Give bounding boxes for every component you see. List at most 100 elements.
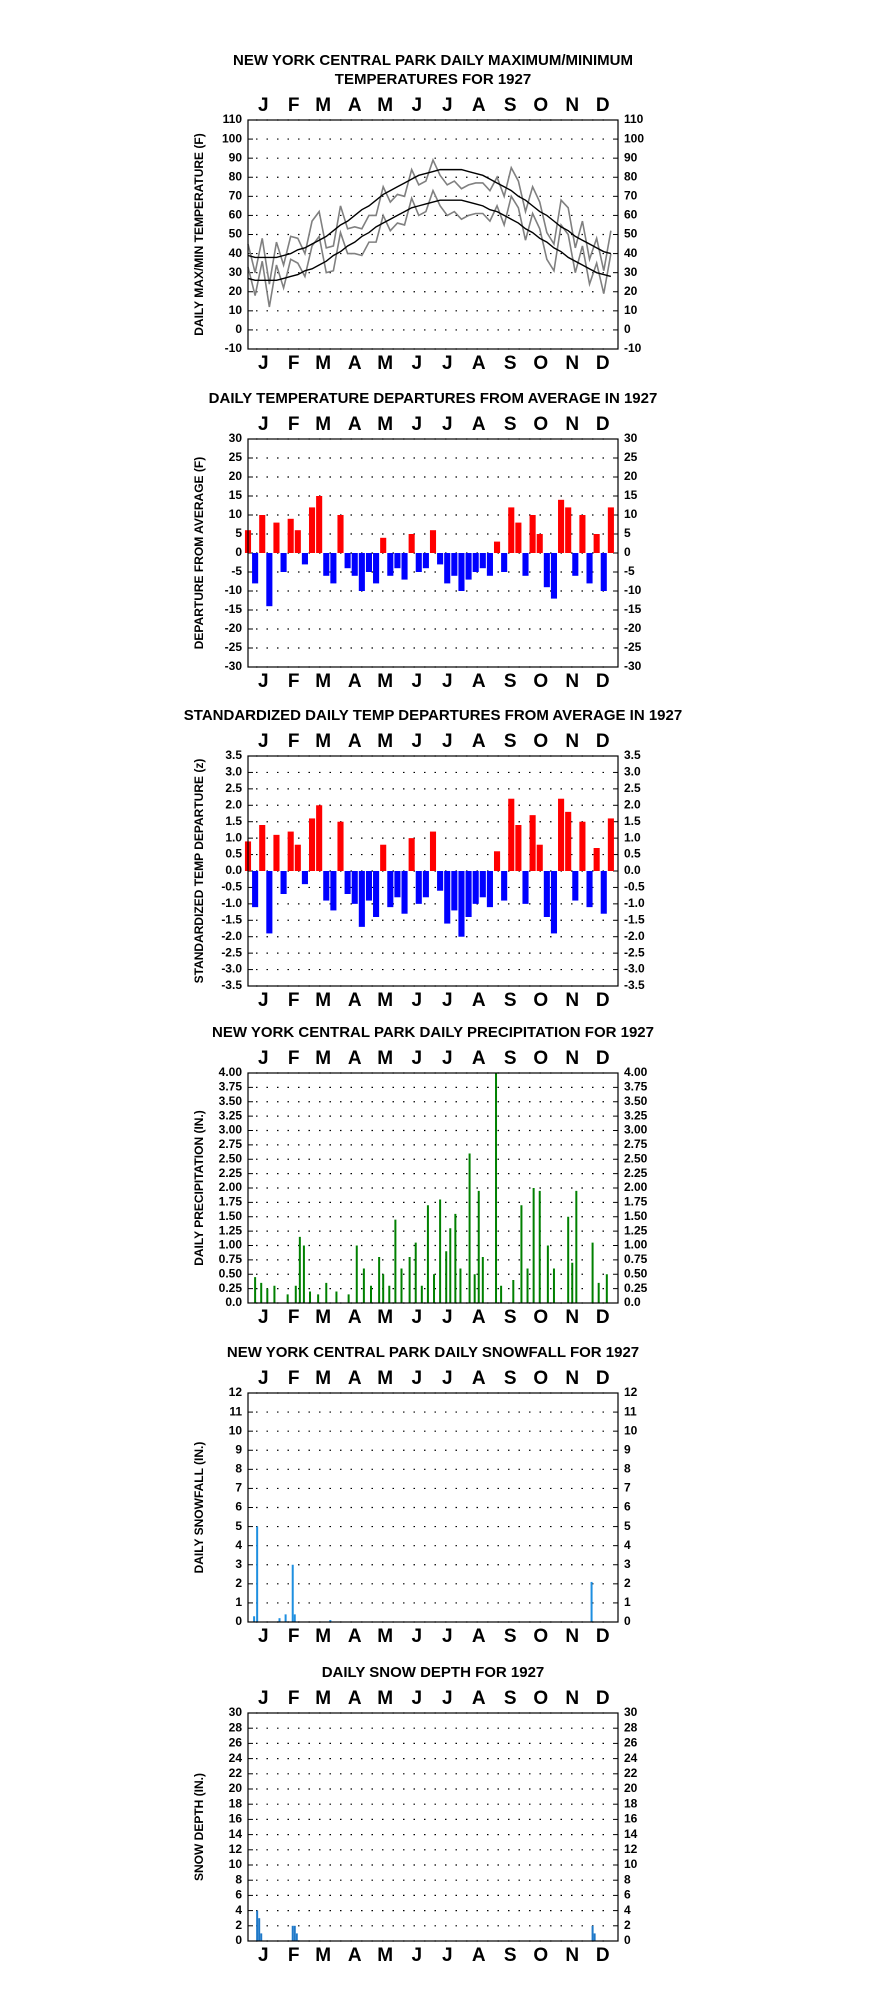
- x-tick-label: N: [565, 1307, 579, 1328]
- bar: [301, 553, 308, 565]
- x-tick-label: D: [596, 95, 610, 116]
- bar: [415, 871, 422, 904]
- y-tick-label: -2.5: [221, 945, 242, 959]
- bar: [260, 1933, 263, 1941]
- chart-title: STANDARDIZED DAILY TEMP DEPARTURES FROM …: [184, 707, 682, 724]
- bar: [422, 871, 429, 898]
- bar: [325, 1282, 328, 1303]
- y-tick-label: 25: [229, 450, 243, 464]
- bar: [536, 534, 543, 553]
- y-tick-label: 5: [235, 1519, 242, 1533]
- x-tick-label: J: [411, 1048, 422, 1069]
- y-tick-label: -3.5: [221, 978, 242, 992]
- bar: [302, 1245, 305, 1303]
- y-tick-label: 2: [235, 1918, 242, 1932]
- y2-tick-label: -1.5: [624, 912, 645, 926]
- y-tick-label: 0.50: [219, 1266, 243, 1280]
- bar: [347, 1294, 350, 1303]
- y-tick-label: 10: [229, 1423, 243, 1437]
- chart-title: NEW YORK CENTRAL PARK DAILY MAXIMUM/MINI…: [233, 52, 633, 69]
- bar: [508, 507, 515, 553]
- y2-tick-label: 1.75: [624, 1195, 648, 1209]
- y2-tick-label: 3.75: [624, 1080, 648, 1094]
- bar: [316, 805, 323, 871]
- x-tick-label: M: [377, 1688, 393, 1709]
- y2-tick-label: 12: [624, 1385, 638, 1399]
- x-tick-label: O: [533, 1626, 548, 1647]
- x-tick-label: S: [504, 1368, 517, 1389]
- x-tick-label: A: [472, 671, 486, 692]
- bar: [337, 515, 344, 553]
- bar: [515, 522, 522, 553]
- y-tick-label: 90: [229, 150, 243, 164]
- y-tick-label: 30: [229, 431, 243, 445]
- y-tick-label: 1.25: [219, 1223, 243, 1237]
- y2-tick-label: 0.75: [624, 1252, 648, 1266]
- plot-frame: [247, 755, 619, 987]
- bar: [429, 530, 437, 553]
- bar: [344, 871, 351, 894]
- y2-tick-label: 25: [624, 450, 638, 464]
- y-tick-label: -10: [225, 341, 243, 355]
- x-tick-label: J: [411, 1307, 422, 1328]
- y2-tick-label: 8: [624, 1462, 631, 1476]
- x-tick-label: S: [504, 990, 517, 1011]
- y2-tick-label: 28: [624, 1720, 638, 1734]
- x-tick-label: A: [348, 990, 362, 1011]
- y-tick-label: -30: [225, 659, 243, 673]
- bar: [280, 871, 287, 894]
- y-tick-label: -15: [225, 602, 243, 616]
- y-tick-label: 0: [235, 1614, 242, 1628]
- y2-tick-label: 10: [624, 1857, 638, 1871]
- bar: [493, 851, 501, 871]
- y2-tick-label: -0.5: [624, 880, 645, 894]
- bar: [284, 1614, 287, 1622]
- y2-tick-label: 1.0: [624, 830, 641, 844]
- x-tick-label: O: [533, 414, 548, 435]
- y-tick-label: 30: [229, 265, 243, 279]
- bar: [344, 553, 351, 569]
- y2-tick-label: 11: [624, 1404, 637, 1418]
- x-tick-label: S: [504, 1945, 517, 1966]
- x-tick-label: N: [565, 731, 579, 752]
- y2-tick-label: 0.25: [624, 1281, 648, 1295]
- bar: [586, 553, 593, 584]
- x-tick-label: J: [442, 1626, 453, 1647]
- x-tick-label: F: [288, 414, 300, 435]
- x-tick-label: F: [288, 353, 300, 374]
- y2-tick-label: -30: [624, 659, 642, 673]
- y2-tick-label: 40: [624, 246, 638, 260]
- plot-frame: [247, 438, 619, 668]
- y2-tick-label: 2: [624, 1576, 631, 1590]
- x-tick-label: J: [442, 731, 453, 752]
- bar: [394, 871, 401, 898]
- y-tick-label: 20: [229, 1781, 243, 1795]
- bar: [291, 1564, 294, 1622]
- y-tick-label: 0.75: [219, 1252, 243, 1266]
- y2-tick-label: 4: [624, 1903, 631, 1917]
- x-tick-label: J: [258, 731, 269, 752]
- x-tick-label: J: [411, 1688, 422, 1709]
- x-tick-label: O: [533, 1368, 548, 1389]
- x-tick-label: O: [533, 731, 548, 752]
- bar: [316, 496, 323, 553]
- x-tick-label: A: [348, 1368, 362, 1389]
- x-tick-label: J: [258, 1368, 269, 1389]
- y2-tick-label: 8: [624, 1872, 631, 1886]
- x-tick-label: J: [258, 353, 269, 374]
- y2-tick-label: 20: [624, 469, 638, 483]
- x-tick-label: A: [348, 671, 362, 692]
- y2-tick-label: 16: [624, 1812, 638, 1826]
- x-tick-label: M: [315, 1307, 331, 1328]
- bar: [579, 821, 586, 871]
- y2-tick-label: 90: [624, 150, 638, 164]
- x-tick-label: D: [596, 1307, 610, 1328]
- bar: [369, 1285, 372, 1303]
- plot-frame: [247, 1712, 619, 1942]
- x-tick-label: J: [258, 95, 269, 116]
- bar: [550, 553, 558, 599]
- bar: [486, 871, 493, 908]
- x-tick-label: J: [442, 1368, 453, 1389]
- bar: [323, 553, 330, 576]
- bar: [591, 1242, 594, 1303]
